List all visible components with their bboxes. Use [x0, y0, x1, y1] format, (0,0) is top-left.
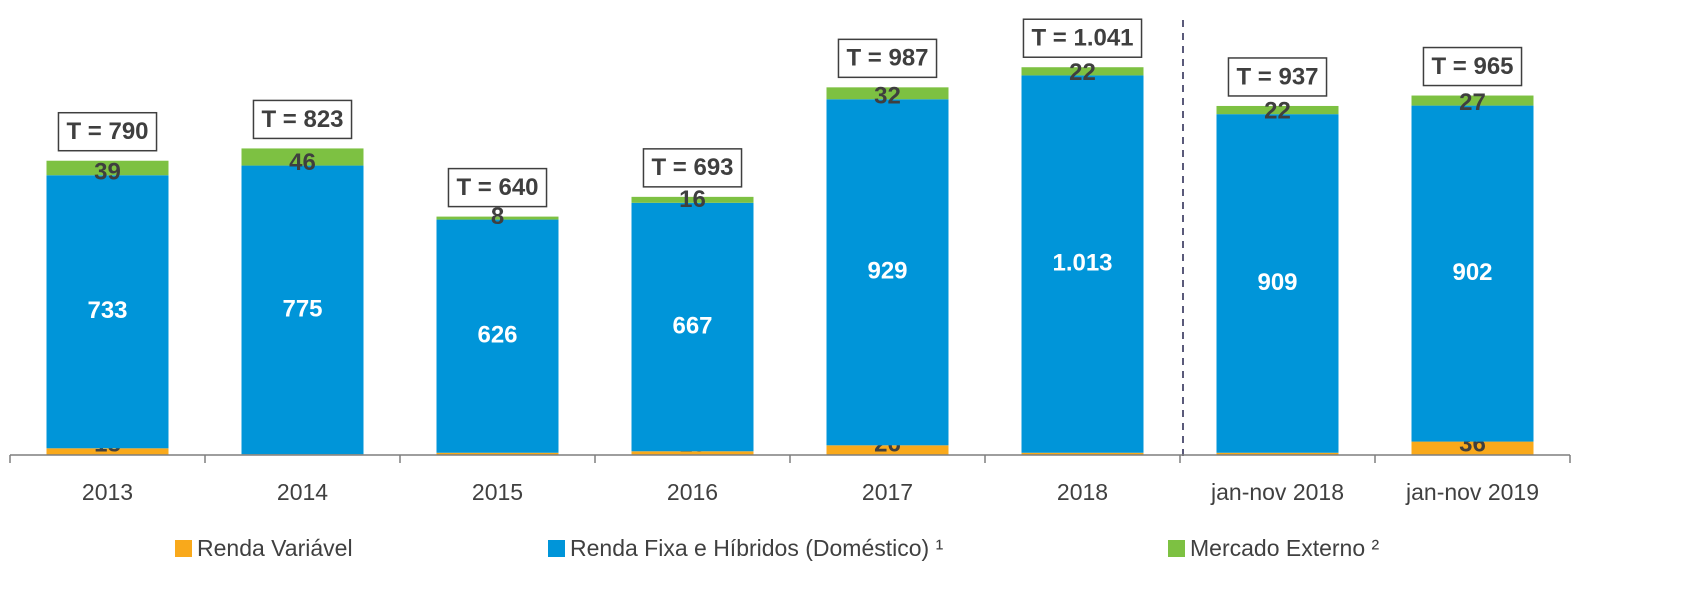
- bar-segment: [241, 148, 364, 166]
- data-label: 32: [874, 83, 901, 110]
- total-label: T = 790: [66, 118, 148, 145]
- bar-segment: [436, 216, 559, 220]
- bar-segment: [826, 445, 949, 455]
- total-label: T = 1.041: [1031, 25, 1133, 52]
- x-tick-label: 2016: [667, 479, 718, 505]
- bar-segment: [1216, 105, 1339, 115]
- x-tick-label: 2017: [862, 479, 913, 505]
- legend-label: Renda Fixa e Híbridos (Doméstico) ¹: [570, 535, 944, 561]
- data-label: 902: [1452, 259, 1492, 286]
- data-label: 733: [87, 297, 127, 324]
- total-box: [447, 167, 548, 208]
- data-label: 8: [491, 203, 504, 230]
- data-label: 626: [477, 322, 517, 349]
- total-box: [252, 99, 353, 140]
- x-tick-label: jan-nov 2019: [1405, 479, 1539, 505]
- bar-segment: [1411, 105, 1534, 442]
- total-box: [837, 38, 938, 79]
- total-label: T = 640: [456, 174, 538, 201]
- total-box: [57, 111, 158, 152]
- bar-segment: [1216, 114, 1339, 453]
- x-tick-label: 2015: [472, 479, 523, 505]
- legend-label: Renda Variável: [197, 535, 353, 561]
- legend-swatch: [1168, 540, 1185, 557]
- total-label: T = 937: [1236, 63, 1318, 90]
- bar-segment: [631, 451, 754, 455]
- bar-segment: [1411, 441, 1534, 455]
- bar-segment: [46, 448, 169, 455]
- data-label: 39: [94, 159, 121, 186]
- x-tick-label: 2014: [277, 479, 328, 505]
- bar-segment: [46, 160, 169, 176]
- bar-segment: [46, 175, 169, 449]
- total-box: [1022, 18, 1143, 58]
- data-label: 46: [289, 149, 316, 176]
- legend-swatch: [175, 540, 192, 557]
- bar-segment: [1021, 75, 1144, 453]
- data-label: 775: [282, 295, 322, 322]
- bar-segment: [826, 87, 949, 100]
- total-label: T = 965: [1431, 53, 1513, 80]
- bar-segment: [1411, 95, 1534, 106]
- total-box: [1227, 57, 1328, 97]
- data-label: 667: [672, 312, 712, 339]
- bar-segment: [436, 219, 559, 453]
- total-label: T = 823: [261, 106, 343, 133]
- bar-segment: [631, 196, 754, 203]
- total-box: [1422, 46, 1523, 87]
- x-tick-label: jan-nov 2018: [1210, 479, 1344, 505]
- data-label: 1.013: [1052, 249, 1112, 276]
- bar-segment: [436, 452, 559, 455]
- data-label: 27: [1459, 89, 1486, 116]
- data-label: 22: [1069, 59, 1096, 86]
- legend-swatch: [548, 540, 565, 557]
- data-label: 16: [679, 186, 706, 213]
- x-tick-label: 2013: [82, 479, 133, 505]
- bar-segment: [241, 165, 364, 455]
- total-label: T = 987: [846, 45, 928, 72]
- data-label: 929: [867, 258, 907, 285]
- data-label: 909: [1257, 269, 1297, 296]
- bar-segment: [1021, 67, 1144, 76]
- data-label: 22: [1264, 98, 1291, 125]
- total-box: [642, 148, 743, 188]
- bar-segment: [826, 99, 949, 446]
- legend-label: Mercado Externo ²: [1190, 535, 1380, 561]
- bar-segment: [1216, 452, 1339, 455]
- x-tick-label: 2018: [1057, 479, 1108, 505]
- total-label: T = 693: [651, 154, 733, 181]
- bar-segment: [631, 202, 754, 452]
- bar-segment: [1021, 452, 1144, 455]
